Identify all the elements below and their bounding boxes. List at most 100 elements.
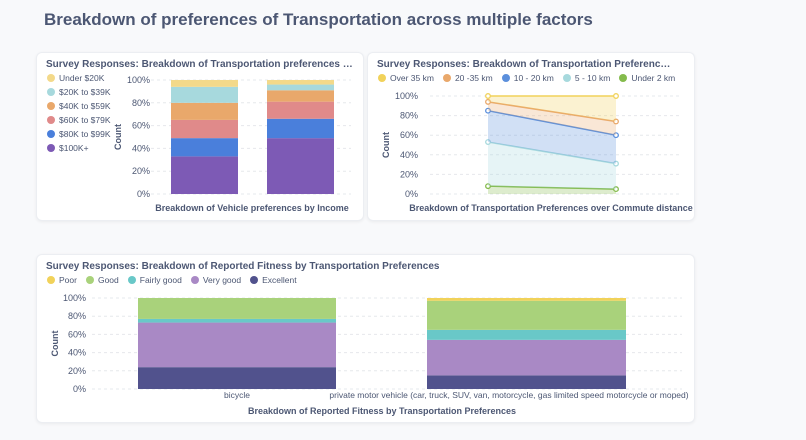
legend-color-dot xyxy=(501,74,510,82)
fitness-bar-segment-good[interactable] xyxy=(138,298,336,319)
income-legend-item-40k-to-59k[interactable]: $40K to $59K xyxy=(47,101,111,111)
legend-label: Over 35 km xyxy=(390,73,434,83)
commute-y-tick-label: 40% xyxy=(400,150,418,160)
commute-point-10-20-km[interactable] xyxy=(485,107,491,114)
income-y-tick-label: 40% xyxy=(132,143,150,153)
fitness-y-tick-label: 40% xyxy=(68,348,86,358)
legend-label: Fairly good xyxy=(139,275,182,285)
income-bar-segment-20k-to-39k[interactable] xyxy=(171,86,238,103)
income-bar-segment-100k[interactable] xyxy=(171,156,238,194)
legend-color-dot xyxy=(47,88,55,96)
income-bar-segment-100k[interactable] xyxy=(267,138,334,194)
legend-label: Excellent xyxy=(262,275,297,285)
fitness-bar-segment-very-good[interactable] xyxy=(138,322,336,368)
commute-area-over-35-km[interactable] xyxy=(488,96,616,122)
legend-label: $60K to $79K xyxy=(59,115,111,125)
legend-label: 5 - 10 km xyxy=(574,73,611,83)
fitness-legend-item-poor[interactable]: Poor xyxy=(47,275,77,285)
commute-point-under-2-km[interactable] xyxy=(613,186,619,193)
income-legend-item-80k-to-99k[interactable]: $80K to $99K xyxy=(47,129,111,139)
commute-point-5-10-km[interactable] xyxy=(613,160,619,167)
income-bar-segment-40k-to-59k[interactable] xyxy=(267,90,334,102)
legend-label: Under 2 km xyxy=(631,73,676,83)
income-legend-item-100k[interactable]: $100K+ xyxy=(47,143,89,153)
commute-area-20-35-km[interactable] xyxy=(488,101,616,136)
legend-color-dot xyxy=(619,74,628,82)
fitness-bar-segment-very-good[interactable] xyxy=(427,339,626,376)
commute-point-20-35-km[interactable] xyxy=(485,98,491,105)
income-legend-item-60k-to-79k[interactable]: $60K to $79K xyxy=(47,115,111,125)
fitness-legend-item-fairly-good[interactable]: Fairly good xyxy=(127,275,182,285)
commute-point-20-35-km[interactable] xyxy=(613,118,619,125)
income-y-tick-label: 0% xyxy=(137,189,150,199)
commute-y-tick-label: 80% xyxy=(400,111,418,121)
legend-label: Poor xyxy=(59,275,77,285)
legend-color-dot xyxy=(47,102,55,110)
commute-point-10-20-km[interactable] xyxy=(613,132,619,139)
commute-point-over-35-km[interactable] xyxy=(485,93,491,99)
income-bar-segment-80k-to-99k[interactable] xyxy=(171,138,238,157)
fitness-x-tick-label: private motor vehicle (car, truck, SUV, … xyxy=(329,390,688,400)
income-y-tick-label: 20% xyxy=(132,166,150,176)
commute-point-over-35-km[interactable] xyxy=(613,93,619,99)
legend-label: Very good xyxy=(202,275,242,285)
legend-color-dot xyxy=(47,74,55,82)
legend-label: $80K to $99K xyxy=(59,129,111,139)
fitness-bar-segment-excellent[interactable] xyxy=(427,375,626,389)
income-legend-item-20k-to-39k[interactable]: $20K to $39K xyxy=(47,87,111,97)
fitness-bar-segment-poor[interactable] xyxy=(427,298,626,301)
commute-legend-item-20-35-km[interactable]: 20 -35 km xyxy=(442,73,493,83)
fitness-bar-segment-excellent[interactable] xyxy=(138,367,336,389)
page-title: Breakdown of preferences of Transportati… xyxy=(44,10,593,29)
commute-legend-item-5-10-km[interactable]: 5 - 10 km xyxy=(562,73,611,83)
commute-y-tick-label: 0% xyxy=(405,189,418,199)
commute-legend-item-under-2-km[interactable]: Under 2 km xyxy=(619,73,675,83)
income-legend-item-under-20k[interactable]: Under $20K xyxy=(47,73,104,83)
commute-point-5-10-km[interactable] xyxy=(485,139,491,146)
income-bar-segment-60k-to-79k[interactable] xyxy=(267,101,334,119)
commute-y-tick-label: 100% xyxy=(395,91,418,101)
commute-chart-card[interactable]: Survey Responses: Breakdown of Transport… xyxy=(367,52,695,221)
income-chart-card[interactable]: Survey Responses: Breakdown of Transport… xyxy=(36,52,364,221)
income-bar-segment-60k-to-79k[interactable] xyxy=(171,119,238,139)
commute-area-under-2-km[interactable] xyxy=(488,186,616,194)
commute-point-under-2-km[interactable] xyxy=(485,183,491,190)
income-bar-segment-80k-to-99k[interactable] xyxy=(267,118,334,139)
income-bar-segment-40k-to-59k[interactable] xyxy=(171,102,238,120)
fitness-legend-item-good[interactable]: Good xyxy=(85,275,119,285)
fitness-y-tick-label: 0% xyxy=(73,384,86,394)
income-x-axis-label: Breakdown of Vehicle preferences by Inco… xyxy=(155,203,349,213)
income-bar-segment-under-20k[interactable] xyxy=(267,80,334,85)
commute-y-axis-label: Count xyxy=(381,132,391,158)
income-y-axis-label: Count xyxy=(113,124,123,150)
fitness-y-axis-label: Count xyxy=(50,331,60,357)
commute-y-tick-label: 60% xyxy=(400,130,418,140)
commute-legend-item-over-35-km[interactable]: Over 35 km xyxy=(378,73,434,83)
fitness-x-tick-label: bicycle xyxy=(224,390,250,400)
fitness-legend-item-very-good[interactable]: Very good xyxy=(190,275,242,285)
income-y-tick-label: 60% xyxy=(132,121,150,131)
income-bar-segment-under-20k[interactable] xyxy=(171,80,238,87)
commute-area-5-10-km[interactable] xyxy=(488,142,616,190)
fitness-bar-segment-fairly-good[interactable] xyxy=(427,329,626,340)
legend-label: $20K to $39K xyxy=(59,87,111,97)
income-bar-segment-20k-to-39k[interactable] xyxy=(267,84,334,91)
commute-legend: Over 35 km 20 -35 km 10 - 20 km 5 - 10 km Un… xyxy=(378,73,675,83)
commute-line-5-10-km xyxy=(487,141,617,165)
commute-area-10-20-km[interactable] xyxy=(488,110,616,164)
fitness-legend-item-excellent[interactable]: Excellent xyxy=(250,275,297,285)
commute-stacked-area-chart: 0% 20% 40% 60% 80% 100% Count Breakdown of Tran… xyxy=(381,91,693,213)
legend-color-dot xyxy=(85,276,94,284)
legend-color-dot xyxy=(47,116,55,124)
legend-color-dot xyxy=(378,74,386,82)
legend-label: Good xyxy=(97,275,119,285)
fitness-y-tick-label: 20% xyxy=(68,366,86,376)
fitness-legend: Poor Good Fairly good Very good Excellent xyxy=(47,275,297,285)
legend-color-dot xyxy=(442,74,451,82)
fitness-bar-segment-good[interactable] xyxy=(427,300,626,330)
fitness-bar-segment-fairly-good[interactable] xyxy=(138,318,336,323)
fitness-y-tick-label: 100% xyxy=(63,293,86,303)
fitness-chart-card[interactable]: Survey Responses: Breakdown of Reported … xyxy=(36,254,695,423)
income-y-tick-label: 100% xyxy=(127,75,150,85)
commute-legend-item-10-20-km[interactable]: 10 - 20 km xyxy=(501,73,554,83)
